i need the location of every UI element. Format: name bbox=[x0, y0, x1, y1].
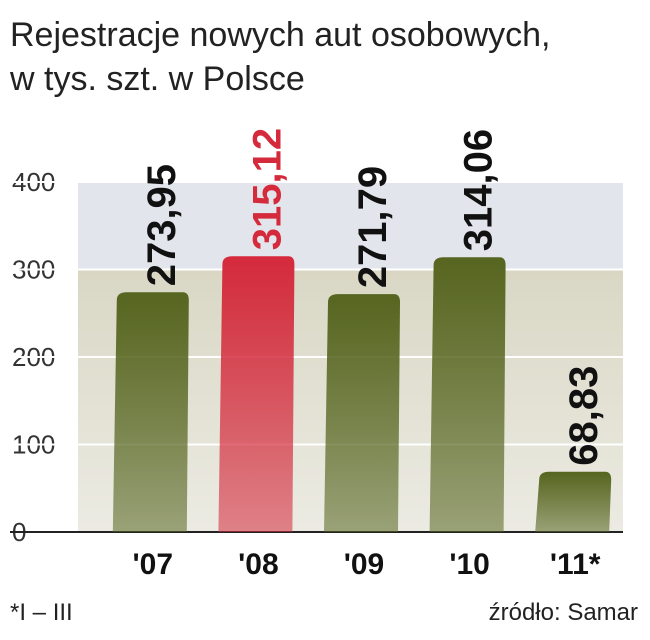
bar bbox=[535, 471, 612, 532]
x-tick-label: '10 bbox=[449, 548, 490, 581]
x-tick-label: '11* bbox=[550, 548, 601, 581]
value-label: 273,95 bbox=[140, 164, 184, 286]
source: źródło: Samar bbox=[489, 599, 638, 626]
chart-title: w tys. szt. w Polsce bbox=[9, 60, 305, 98]
value-label: 314,06 bbox=[457, 129, 501, 251]
x-tick-label: '07 bbox=[133, 548, 174, 581]
bar bbox=[324, 294, 400, 532]
bar bbox=[429, 257, 506, 532]
bar bbox=[218, 256, 295, 532]
value-label: 315,12 bbox=[245, 128, 289, 250]
x-tick-label: '09 bbox=[344, 548, 385, 581]
x-tick-label: '08 bbox=[238, 548, 279, 581]
footnote: *I – III bbox=[10, 599, 73, 626]
value-label: 68,83 bbox=[562, 366, 606, 466]
bar bbox=[112, 292, 189, 532]
value-label: 271,79 bbox=[351, 166, 395, 288]
chart-title: Rejestracje nowych aut osobowych, bbox=[10, 16, 551, 54]
